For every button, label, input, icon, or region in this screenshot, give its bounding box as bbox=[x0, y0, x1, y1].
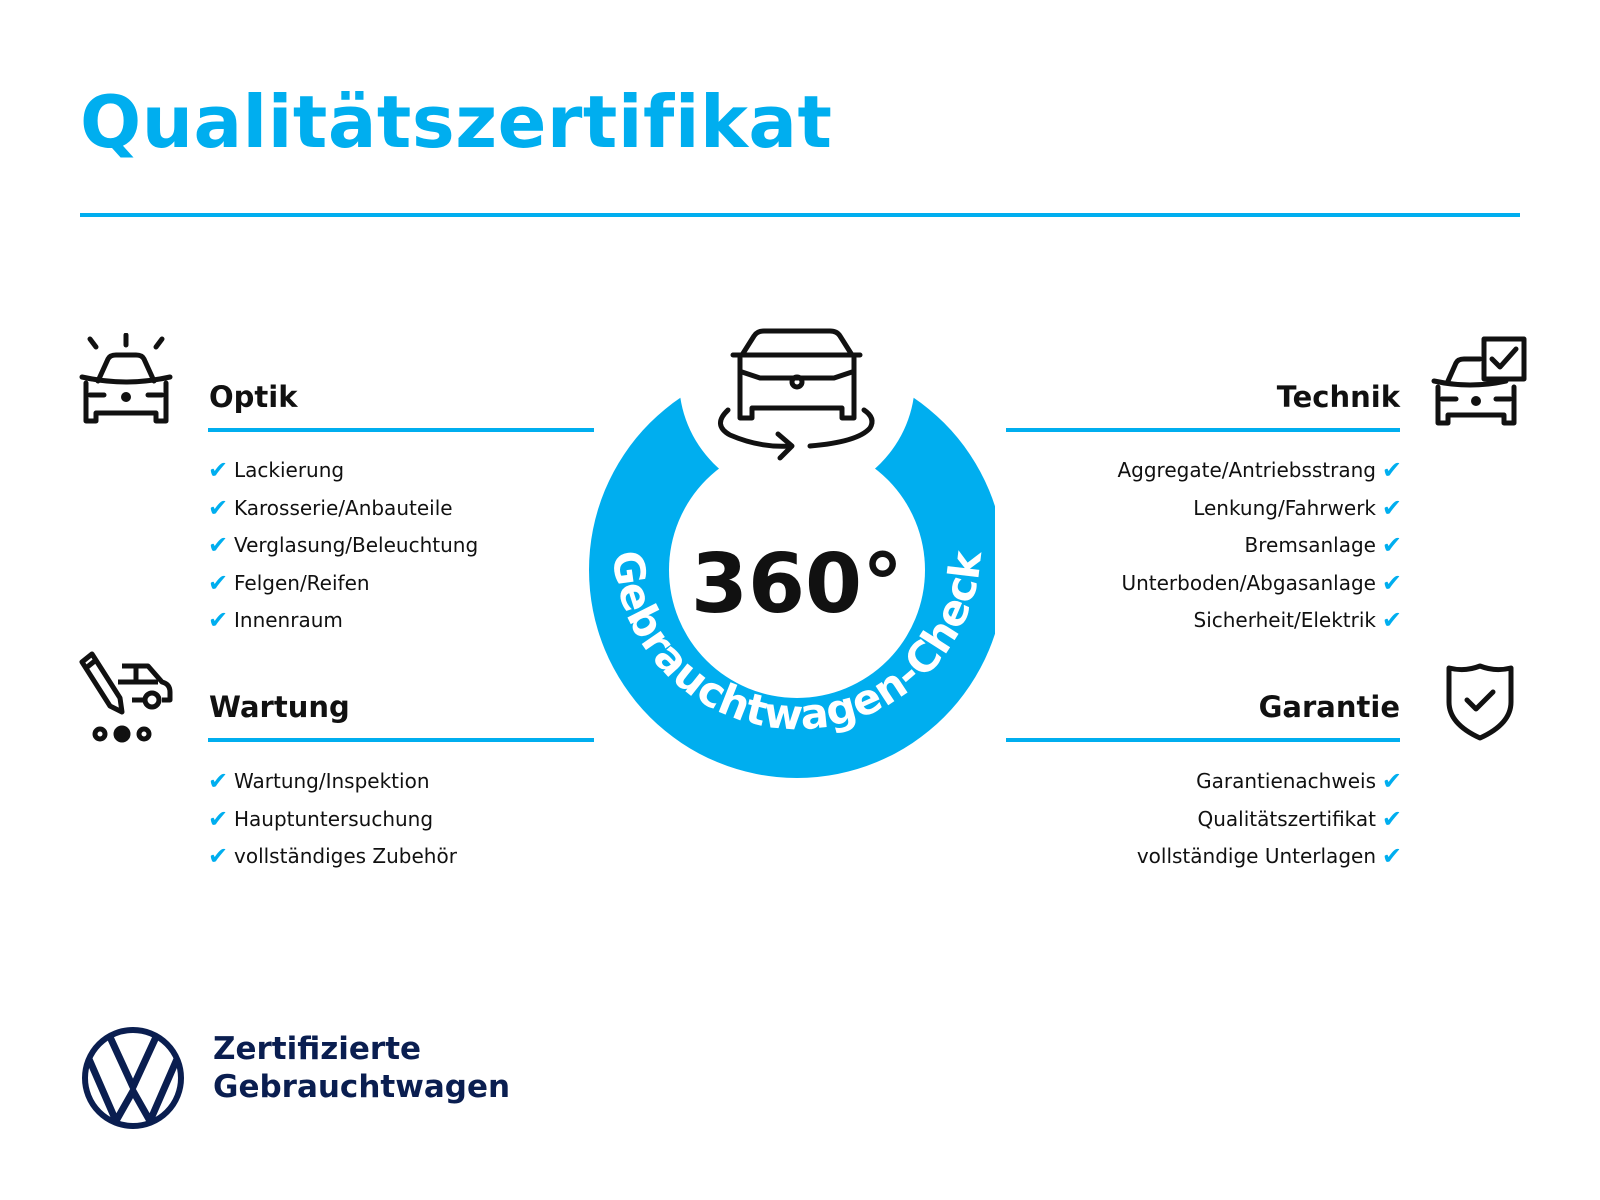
service-pencil-car-icon bbox=[79, 651, 173, 743]
item-label: Innenraum bbox=[234, 608, 343, 632]
car-rotate-icon bbox=[718, 328, 875, 461]
item-label: Hauptuntersuchung bbox=[234, 806, 434, 831]
section-rule-garantie bbox=[1006, 738, 1400, 742]
section-rule-wartung bbox=[208, 738, 594, 742]
technik-list: Aggregate/Antriebsstrang ✔ Lenkung/Fahrwe… bbox=[1117, 452, 1402, 640]
item-label: Felgen/Reifen bbox=[234, 570, 370, 595]
list-item: ✔ Karosserie/Anbauteile bbox=[208, 490, 478, 528]
item-label: Garantienachweis bbox=[1196, 769, 1376, 793]
item-label: vollständige Unterlagen bbox=[1136, 844, 1376, 868]
footer-brand-text: Zertifizierte Gebrauchtwagen bbox=[213, 1030, 510, 1106]
optik-list: ✔ Lackierung ✔ Karosserie/Anbauteile ✔ Verg… bbox=[208, 452, 478, 640]
section-title-wartung: Wartung bbox=[209, 690, 350, 724]
list-item: Garantienachweis ✔ bbox=[1137, 763, 1402, 801]
check-icon: ✔ bbox=[1381, 804, 1402, 833]
check-icon: ✔ bbox=[1381, 531, 1402, 559]
car-lights-icon bbox=[79, 333, 173, 424]
list-item: ✔ Lackierung bbox=[208, 452, 478, 490]
item-label: Wartung/Inspektion bbox=[234, 769, 430, 793]
badge-inner bbox=[669, 442, 925, 698]
check-icon: ✔ bbox=[1381, 456, 1402, 484]
title-divider bbox=[80, 213, 1520, 217]
list-item: Lenkung/Fahrwerk ✔ bbox=[1117, 490, 1402, 528]
list-item: Qualitätszertifikat ✔ bbox=[1137, 801, 1403, 839]
360-badge: Gebrauchtwagen-Check 360° bbox=[589, 320, 995, 778]
item-label: Karosserie/Anbauteile bbox=[234, 495, 453, 520]
check-icon: ✔ bbox=[208, 767, 229, 795]
list-item: ✔ vollständiges Zubehör bbox=[208, 838, 457, 876]
list-item: Sicherheit/Elektrik ✔ bbox=[1117, 602, 1403, 640]
list-item: ✔ Hauptuntersuchung bbox=[208, 801, 457, 839]
item-label: Sicherheit/Elektrik bbox=[1193, 608, 1377, 632]
item-label: Unterboden/Abgasanlage bbox=[1121, 570, 1376, 595]
item-label: Lackierung bbox=[234, 458, 345, 482]
footer-line2: Gebrauchtwagen bbox=[213, 1069, 511, 1105]
check-icon: ✔ bbox=[1381, 767, 1402, 795]
item-label: Verglasung/Beleuchtung bbox=[234, 533, 479, 557]
check-icon: ✔ bbox=[208, 531, 229, 559]
section-rule-optik bbox=[208, 428, 594, 432]
check-icon: ✔ bbox=[1381, 606, 1402, 634]
item-label: Qualitätszertifikat bbox=[1197, 806, 1377, 831]
check-icon: ✔ bbox=[208, 568, 229, 597]
check-icon: ✔ bbox=[208, 606, 229, 634]
item-label: Lenkung/Fahrwerk bbox=[1193, 495, 1376, 520]
car-checkbox-icon bbox=[1431, 336, 1527, 426]
list-item: vollständige Unterlagen ✔ bbox=[1137, 838, 1402, 876]
garantie-list: Garantienachweis ✔ Qualitätszertifikat ✔ v… bbox=[1137, 763, 1402, 876]
check-icon: ✔ bbox=[208, 842, 229, 870]
check-icon: ✔ bbox=[1381, 568, 1402, 597]
check-icon: ✔ bbox=[208, 804, 229, 833]
check-icon: ✔ bbox=[208, 456, 229, 484]
section-title-technik: Technik bbox=[1276, 380, 1400, 414]
page-title: Qualitätszertifikat bbox=[80, 80, 833, 164]
vw-logo bbox=[82, 1027, 184, 1129]
item-label: Bremsanlage bbox=[1244, 533, 1376, 557]
list-item: Aggregate/Antriebsstrang ✔ bbox=[1117, 452, 1402, 490]
check-icon: ✔ bbox=[1381, 493, 1402, 522]
check-icon: ✔ bbox=[1381, 842, 1402, 870]
list-item: ✔ Felgen/Reifen bbox=[208, 565, 478, 603]
list-item: Unterboden/Abgasanlage ✔ bbox=[1117, 565, 1402, 603]
shield-check-icon bbox=[1446, 663, 1514, 741]
list-item: ✔ Verglasung/Beleuchtung bbox=[208, 527, 478, 565]
section-title-garantie: Garantie bbox=[1258, 690, 1400, 724]
section-rule-technik bbox=[1006, 428, 1400, 432]
check-icon: ✔ bbox=[208, 493, 229, 522]
item-label: Aggregate/Antriebsstrang bbox=[1117, 458, 1376, 482]
item-label: vollständiges Zubehör bbox=[234, 844, 457, 868]
list-item: Bremsanlage ✔ bbox=[1117, 527, 1402, 565]
footer-line1: Zertifizierte bbox=[213, 1031, 422, 1067]
badge-number: 360° bbox=[691, 537, 903, 632]
section-title-optik: Optik bbox=[209, 380, 298, 414]
wartung-list: ✔ Wartung/Inspektion ✔ Hauptuntersuchung ✔… bbox=[208, 763, 457, 876]
list-item: ✔ Wartung/Inspektion bbox=[208, 763, 457, 801]
list-item: ✔ Innenraum bbox=[208, 602, 478, 640]
